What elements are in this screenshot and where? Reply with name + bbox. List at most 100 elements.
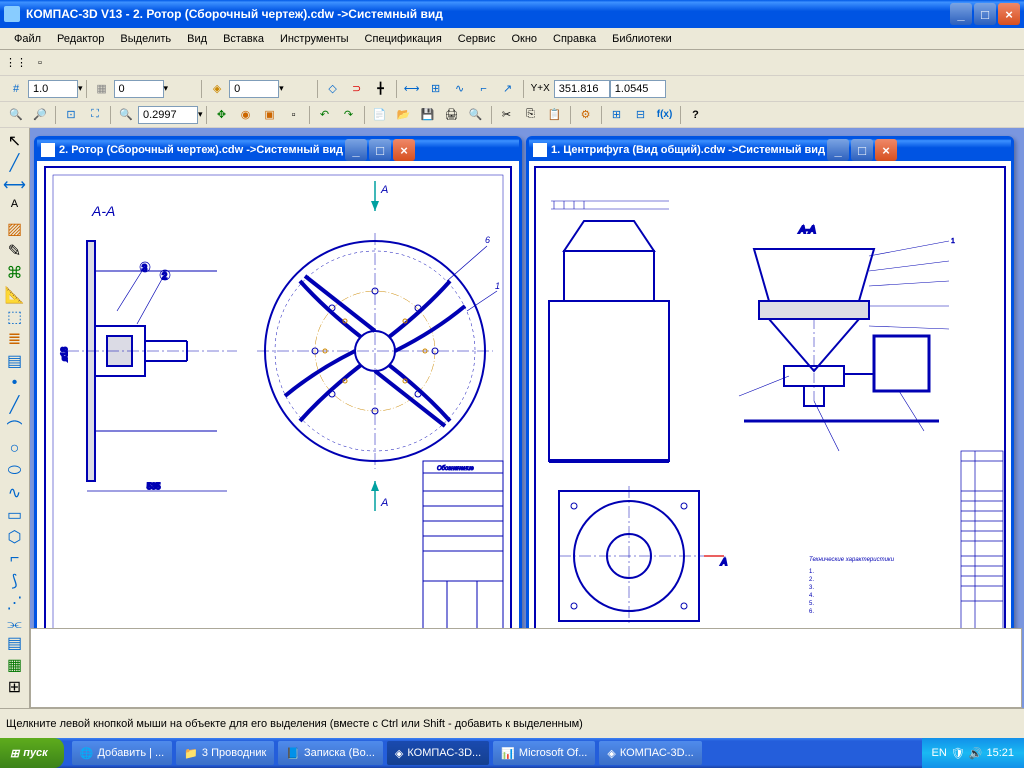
vt-param-icon[interactable]: ⌘ xyxy=(5,263,25,283)
menu-help[interactable]: Справка xyxy=(545,31,604,47)
vt-fillet-icon[interactable]: ⟆ xyxy=(5,571,25,591)
task-3[interactable]: 📘Записка (Во... xyxy=(278,741,383,765)
menu-tools[interactable]: Инструменты xyxy=(272,31,357,47)
vt-point-icon[interactable]: • xyxy=(5,373,25,393)
mdi-titlebar[interactable]: 1. Центрифуга (Вид общий).cdw ->Системны… xyxy=(529,139,1011,161)
mdi-close-button[interactable]: × xyxy=(875,139,897,161)
zoom-all-icon[interactable]: ⛶ xyxy=(84,104,106,126)
coord-y-input[interactable] xyxy=(610,80,666,98)
close-button[interactable]: × xyxy=(998,3,1020,25)
mdi-close-button[interactable]: × xyxy=(393,139,415,161)
menu-spec[interactable]: Спецификация xyxy=(357,31,450,47)
vt-circle-icon[interactable]: ○ xyxy=(5,439,25,459)
zoom-in-icon[interactable]: 🔍 xyxy=(5,104,27,126)
vt-edit-icon[interactable]: ✎ xyxy=(5,241,25,261)
undo-icon[interactable]: ↶ xyxy=(314,104,336,126)
vt-spec-icon[interactable]: ≣ xyxy=(5,329,25,349)
view2-icon[interactable]: ▫ xyxy=(283,104,305,126)
menu-file[interactable]: Файл xyxy=(6,31,49,47)
system-tray[interactable]: EN 🛡 🔊 15:21 xyxy=(922,738,1024,768)
vt-rect-icon[interactable]: ▭ xyxy=(5,505,25,525)
view1-icon[interactable]: ▣ xyxy=(259,104,281,126)
scale-input-1[interactable] xyxy=(28,80,78,98)
vt-measure-icon[interactable]: 📐 xyxy=(5,285,25,305)
drawing-canvas-centrifuge[interactable]: А-А 1 xyxy=(529,161,1011,643)
cut-icon[interactable]: ✂ xyxy=(496,104,518,126)
scale-input-2[interactable] xyxy=(114,80,164,98)
drawing-canvas-rotor[interactable]: А-А А xyxy=(37,161,519,643)
dim1-icon[interactable]: ⟷ xyxy=(401,78,423,100)
zoom-input[interactable] xyxy=(138,106,198,124)
vt-poly-icon[interactable]: ⬡ xyxy=(5,527,25,547)
zoom-window-icon[interactable]: ⊡ xyxy=(60,104,82,126)
dim2-icon[interactable]: ⊞ xyxy=(425,78,447,100)
start-button[interactable]: ⊞пуск xyxy=(0,738,64,768)
dim3-icon[interactable]: ∿ xyxy=(449,78,471,100)
vt-report-icon[interactable]: ▤ xyxy=(5,351,25,371)
menu-insert[interactable]: Вставка xyxy=(215,31,272,47)
task-6[interactable]: ◈КОМПАС-3D... xyxy=(599,741,701,765)
zoom-icon[interactable]: 🔍 xyxy=(115,104,137,126)
clock[interactable]: 15:21 xyxy=(986,747,1014,759)
property-panel[interactable] xyxy=(30,628,1022,708)
vt-arc-icon[interactable]: ⌒ xyxy=(5,417,25,437)
redo-icon[interactable]: ↷ xyxy=(338,104,360,126)
ext2-icon[interactable]: ⊟ xyxy=(630,104,652,126)
preview-icon[interactable]: 🔍 xyxy=(465,104,487,126)
vt-aux-icon[interactable]: ⋰ xyxy=(5,593,25,613)
tray-icon[interactable]: 🔊 xyxy=(969,747,983,760)
open-icon[interactable]: 📂 xyxy=(393,104,415,126)
dim5-icon[interactable]: ↗ xyxy=(497,78,519,100)
vt-hatch-icon[interactable]: ▨ xyxy=(5,219,25,239)
menu-window[interactable]: Окно xyxy=(503,31,545,47)
panel-tab3-icon[interactable]: ⊞ xyxy=(4,676,26,698)
maximize-button[interactable]: □ xyxy=(974,3,996,25)
mdi-min-button[interactable]: _ xyxy=(345,139,367,161)
mdi-max-button[interactable]: □ xyxy=(851,139,873,161)
magnet-icon[interactable]: ⊃ xyxy=(346,78,368,100)
vt-cham-icon[interactable]: ⌐ xyxy=(5,549,25,569)
task-5[interactable]: 📊Microsoft Of... xyxy=(493,741,595,765)
save-icon[interactable]: 💾 xyxy=(417,104,439,126)
menu-view[interactable]: Вид xyxy=(179,31,215,47)
vt-seg-icon[interactable]: ╱ xyxy=(5,395,25,415)
grid-icon[interactable]: # xyxy=(5,78,27,100)
vt-dim-icon[interactable]: ⟷ xyxy=(5,175,25,195)
print-icon[interactable]: 🖨 xyxy=(441,104,463,126)
task-1[interactable]: 🌐Добавить | ... xyxy=(72,741,172,765)
mdi-min-button[interactable]: _ xyxy=(827,139,849,161)
task-4[interactable]: ◈КОМПАС-3D... xyxy=(387,741,489,765)
snap2-icon[interactable]: ╋ xyxy=(370,78,392,100)
copy-icon[interactable]: ⎘ xyxy=(520,104,542,126)
snap1-icon[interactable]: ◇ xyxy=(322,78,344,100)
fx-icon[interactable]: f(x) xyxy=(654,104,676,126)
vt-ellipse-icon[interactable]: ⬭ xyxy=(5,461,25,481)
props-icon[interactable]: ⚙ xyxy=(575,104,597,126)
grip-icon[interactable]: ⋮⋮ xyxy=(5,52,27,74)
menu-editor[interactable]: Редактор xyxy=(49,31,112,47)
help-icon[interactable]: ? xyxy=(685,104,707,126)
minimize-button[interactable]: _ xyxy=(950,3,972,25)
layers-icon[interactable]: ◈ xyxy=(206,78,228,100)
vt-line-icon[interactable]: ╱ xyxy=(5,153,25,173)
tool-icon[interactable]: ▫ xyxy=(29,52,51,74)
layer-icon[interactable]: ▦ xyxy=(91,78,113,100)
vt-text-icon[interactable]: ᴬ xyxy=(5,197,25,217)
mdi-max-button[interactable]: □ xyxy=(369,139,391,161)
dim4-icon[interactable]: ⌐ xyxy=(473,78,495,100)
panel-tab2-icon[interactable]: ▦ xyxy=(4,654,26,676)
menu-libs[interactable]: Библиотеки xyxy=(604,31,680,47)
scale-input-3[interactable] xyxy=(229,80,279,98)
menu-service[interactable]: Сервис xyxy=(450,31,504,47)
tray-icon[interactable]: 🛡 xyxy=(951,747,965,760)
panel-tab1-icon[interactable]: ▤ xyxy=(4,632,26,654)
zoom-out-icon[interactable]: 🔎 xyxy=(29,104,51,126)
new-icon[interactable]: 📄 xyxy=(369,104,391,126)
task-2[interactable]: 📁3 Проводник xyxy=(176,741,274,765)
ext1-icon[interactable]: ⊞ xyxy=(606,104,628,126)
menu-select[interactable]: Выделить xyxy=(112,31,179,47)
mdi-titlebar[interactable]: 2. Ротор (Сборочный чертеж).cdw ->Систем… xyxy=(37,139,519,161)
pan-icon[interactable]: ✥ xyxy=(211,104,233,126)
vt-spline-icon[interactable]: ∿ xyxy=(5,483,25,503)
paste-icon[interactable]: 📋 xyxy=(544,104,566,126)
